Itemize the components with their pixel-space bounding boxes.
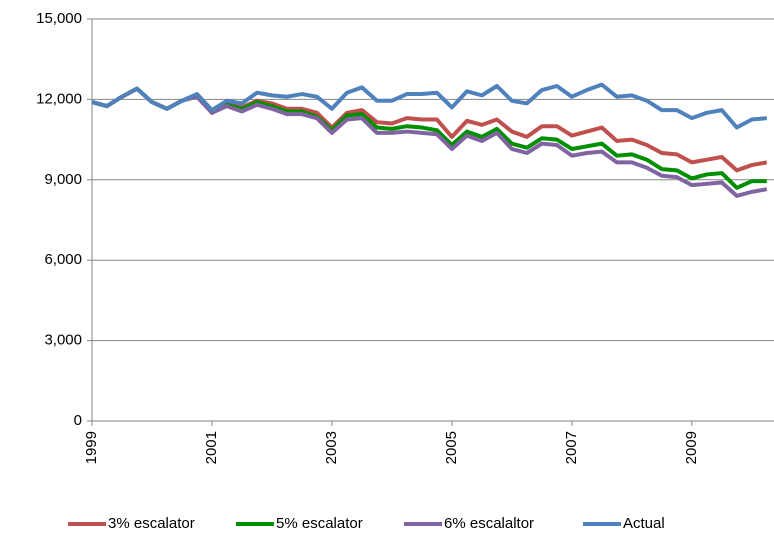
x-tick-label: 2001 — [203, 431, 220, 464]
legend-label: 6% escalaltor — [444, 515, 534, 532]
x-tick-label: 2009 — [683, 431, 700, 464]
series-line — [91, 86, 767, 190]
y-tick-label: 0 — [74, 412, 82, 429]
x-tick-label: 2007 — [563, 431, 580, 464]
x-tick-label: 2003 — [323, 431, 340, 464]
legend-label: Actual — [623, 515, 665, 532]
y-tick-label: 9,000 — [44, 171, 82, 188]
legend-label: 5% escalator — [276, 515, 363, 532]
y-tick-label: 15,000 — [36, 10, 82, 27]
y-tick-label: 6,000 — [44, 251, 82, 268]
legend-label: 3% escalator — [108, 515, 195, 532]
x-tick-label: 1999 — [83, 431, 100, 464]
series-line — [91, 82, 767, 130]
y-tick-label: 3,000 — [44, 332, 82, 349]
y-tick-label: 12,000 — [36, 90, 82, 107]
x-tick-label: 2005 — [443, 431, 460, 464]
